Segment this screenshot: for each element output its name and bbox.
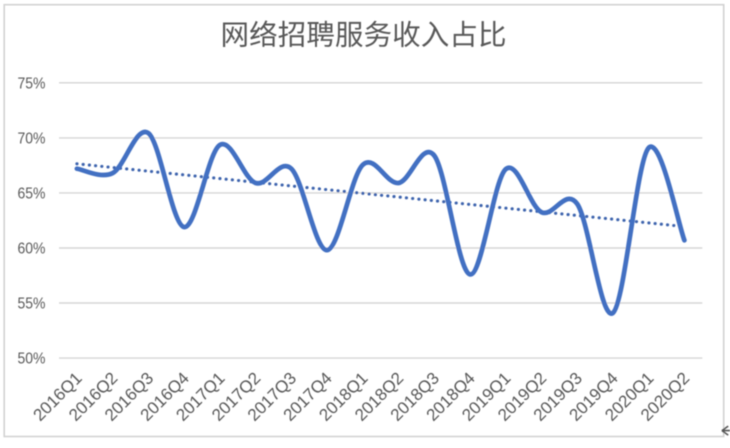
svg-text:60%: 60% — [18, 241, 46, 258]
svg-text:55%: 55% — [18, 296, 46, 313]
svg-text:70%: 70% — [18, 130, 46, 147]
svg-text:50%: 50% — [18, 351, 46, 368]
svg-text:75%: 75% — [18, 75, 46, 92]
svg-text:65%: 65% — [18, 185, 46, 202]
